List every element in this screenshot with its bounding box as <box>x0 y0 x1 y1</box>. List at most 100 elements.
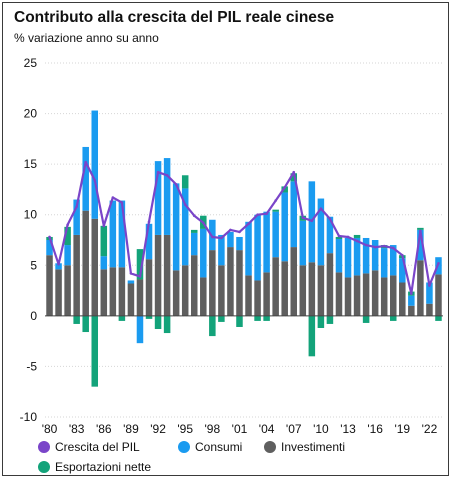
point-gdp-1998 <box>211 235 214 239</box>
bar-esportazioni-nette-1998 <box>209 315 216 337</box>
point-gdp-2005 <box>274 199 277 202</box>
bar-consumi-1994 <box>172 183 180 271</box>
bar-esportazioni-nette-2010 <box>317 315 325 328</box>
legend-item-net-exports: Esportazioni nette <box>38 460 151 474</box>
bar-consumi-2015 <box>362 237 370 274</box>
bar-consumi-1990 <box>136 315 144 344</box>
bar-investimenti-1986 <box>100 269 108 316</box>
bar-esportazioni-nette-1983 <box>73 315 80 324</box>
point-gdp-1984 <box>84 160 88 164</box>
point-gdp-2000 <box>229 228 232 232</box>
bar-esportazioni-nette-1986 <box>100 225 108 257</box>
bar-consumi-2014 <box>353 237 361 276</box>
x-tick-label: '98 <box>205 422 221 436</box>
x-tick-label: '95 <box>177 422 193 436</box>
bar-consumi-1980 <box>46 240 53 256</box>
point-gdp-1995 <box>183 203 187 206</box>
bar-esportazioni-nette-1993 <box>163 315 171 334</box>
legend-swatch-investment <box>264 441 276 453</box>
bar-consumi-1991 <box>145 223 153 260</box>
bar-investimenti-2004 <box>263 272 270 316</box>
bar-investimenti-2015 <box>362 273 370 316</box>
bar-esportazioni-nette-2003 <box>254 315 261 321</box>
point-gdp-2020 <box>410 292 413 295</box>
bar-esportazioni-nette-2001 <box>236 315 243 327</box>
bar-consumi-2022 <box>426 282 433 304</box>
point-gdp-1980 <box>48 235 51 239</box>
point-gdp-1997 <box>201 221 205 225</box>
bar-investimenti-1994 <box>172 270 180 316</box>
chart-title: Contributo alla crescita del PIL reale c… <box>14 9 335 26</box>
chart-subtitle: % variazione anno su anno <box>14 31 159 45</box>
bar-investimenti-2007 <box>290 247 298 316</box>
bar-consumi-1989 <box>127 280 135 284</box>
bar-consumi-2005 <box>272 211 279 258</box>
bar-investimenti-2014 <box>353 275 361 316</box>
bar-consumi-2018 <box>389 245 397 276</box>
bar-consumi-1993 <box>163 158 171 235</box>
bar-esportazioni-nette-2018 <box>389 315 397 321</box>
bar-investimenti-2009 <box>308 262 316 316</box>
x-tick-label: '19 <box>394 422 410 436</box>
legend-label-gdp: Crescita del PIL <box>55 440 140 454</box>
bar-consumi-1985 <box>91 110 99 219</box>
bar-investimenti-2013 <box>344 277 352 316</box>
point-gdp-2019 <box>400 253 404 257</box>
bar-consumi-2004 <box>263 211 270 273</box>
point-gdp-2015 <box>364 243 368 247</box>
bar-investimenti-1981 <box>55 269 62 316</box>
bar-investimenti-1987 <box>109 267 117 316</box>
x-tick-label: '86 <box>96 422 112 436</box>
bar-investimenti-2023 <box>435 274 442 316</box>
bar-investimenti-2006 <box>281 261 288 316</box>
y-tick-label: 5 <box>30 258 37 272</box>
bar-consumi-2012 <box>335 238 343 273</box>
bar-investimenti-2010 <box>317 265 325 316</box>
bar-esportazioni-nette-1992 <box>154 315 162 330</box>
point-gdp-1989 <box>129 272 133 275</box>
bar-investimenti-2011 <box>326 253 334 316</box>
point-gdp-2002 <box>247 222 250 226</box>
point-gdp-1986 <box>102 224 106 228</box>
bar-esportazioni-nette-2004 <box>263 315 270 321</box>
legend-swatch-net-exports <box>38 461 50 473</box>
point-gdp-1983 <box>75 205 78 208</box>
bar-consumi-2003 <box>254 214 261 281</box>
bar-investimenti-2021 <box>417 260 424 316</box>
legend-label-consumption: Consumi <box>195 440 243 454</box>
point-gdp-2021 <box>419 229 422 233</box>
bar-esportazioni-nette-1999 <box>218 315 225 322</box>
bar-consumi-2011 <box>326 216 334 254</box>
bar-consumi-1981 <box>55 263 62 270</box>
bar-investimenti-1980 <box>46 255 53 316</box>
point-gdp-2011 <box>328 217 332 221</box>
x-tick-label: '83 <box>69 422 85 436</box>
point-gdp-2022 <box>428 284 431 287</box>
bar-investimenti-2018 <box>389 275 397 316</box>
bar-investimenti-1983 <box>73 234 80 316</box>
bar-investimenti-2022 <box>426 303 433 316</box>
bar-investimenti-2017 <box>380 277 388 316</box>
bar-investimenti-2000 <box>227 247 234 316</box>
bar-investimenti-1993 <box>163 234 171 316</box>
point-gdp-2012 <box>337 234 341 238</box>
legend-swatch-consumption <box>178 441 190 453</box>
point-gdp-2014 <box>355 239 359 243</box>
bar-consumi-1986 <box>100 256 108 270</box>
y-tick-label: 10 <box>24 208 38 222</box>
line-gdp-growth <box>48 161 440 295</box>
x-tick-label: '07 <box>286 422 302 436</box>
bar-investimenti-1992 <box>154 234 162 316</box>
bar-esportazioni-nette-2015 <box>362 315 370 323</box>
x-tick-label: '80 <box>42 422 58 436</box>
point-gdp-1994 <box>174 183 178 186</box>
bar-investimenti-1996 <box>190 255 198 316</box>
bar-consumi-2007 <box>290 181 298 248</box>
bar-esportazioni-nette-2011 <box>326 315 334 324</box>
bar-investimenti-1998 <box>209 250 216 316</box>
point-gdp-2003 <box>256 213 259 217</box>
x-tick-label: '16 <box>367 422 383 436</box>
point-gdp-2016 <box>373 245 377 249</box>
bar-consumi-2006 <box>281 192 288 262</box>
